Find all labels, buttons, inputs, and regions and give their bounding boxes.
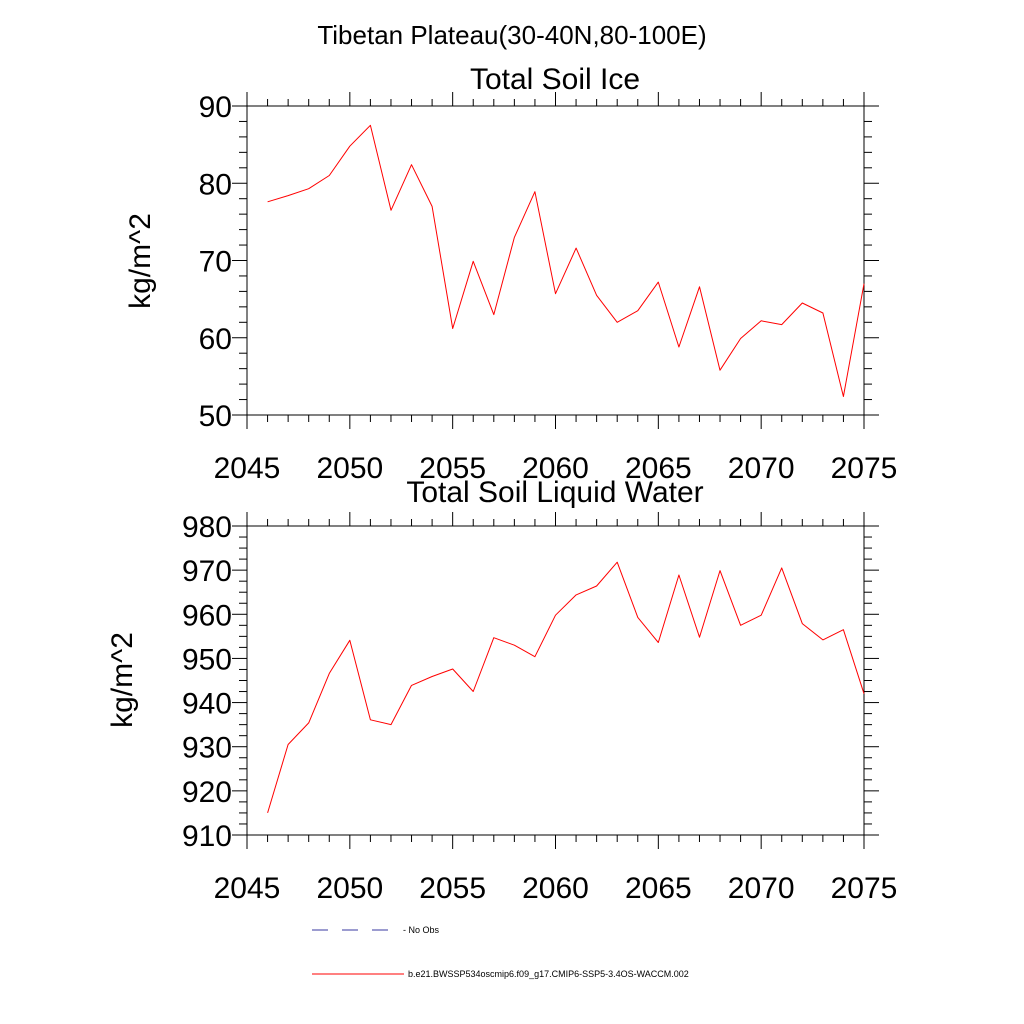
- soil-ice-title: Total Soil Ice: [470, 63, 640, 96]
- soil-ice-x-tick-label: 2065: [625, 452, 692, 485]
- soil-ice-y-tick-label: 90: [199, 91, 232, 124]
- soil-liquid-y-tick-label: 910: [182, 820, 232, 853]
- soil-ice-y-tick-label: 60: [199, 323, 232, 356]
- soil-ice-y-tick-label: 70: [199, 246, 232, 279]
- soil-liquid-plot-frame: [246, 525, 865, 836]
- soil-liquid-y-tick-label: 920: [182, 776, 232, 809]
- soil-liquid-y-tick-label: 930: [182, 732, 232, 765]
- soil-ice-x-tick-label: 2060: [522, 452, 589, 485]
- soil-liquid-y-tick-label: 950: [182, 643, 232, 676]
- soil-liquid-x-tick-label: 2045: [214, 872, 281, 905]
- soil-ice-x-tick-label: 2055: [419, 452, 486, 485]
- soil-liquid-x-tick-label: 2065: [625, 872, 692, 905]
- soil-liquid-x-tick-label: 2075: [831, 872, 898, 905]
- soil-liquid-x-tick-label: 2050: [316, 872, 383, 905]
- soil-liquid-x-tick-label: 2070: [728, 872, 795, 905]
- soil-ice-y-tick-label: 50: [199, 400, 232, 433]
- figure-title: Tibetan Plateau(30-40N,80-100E): [317, 20, 706, 50]
- soil-liquid-y-tick-label: 940: [182, 688, 232, 721]
- soil-liquid-x-tick-label: 2060: [522, 872, 589, 905]
- soil-ice-x-tick-label: 2075: [831, 452, 898, 485]
- soil-ice-panel: Total Soil Ice kg/m^2 2045 2050 2055 2060 20…: [124, 63, 897, 485]
- soil-ice-y-tick-label: 80: [199, 168, 232, 201]
- legend: - No Obs b.e21.BWSSP534oscmip6.f09_g17.C…: [312, 925, 689, 979]
- soil-ice-x-tick-label: 2050: [316, 452, 383, 485]
- soil-liquid-y-tick-label: 960: [182, 599, 232, 632]
- soil-ice-series-line: [267, 124, 865, 397]
- soil-ice-x-tick-label: 2045: [214, 452, 281, 485]
- soil-liquid-panel: Total Soil Liquid Water kg/m^2 2045 2050 2…: [106, 476, 897, 905]
- soil-ice-plot-frame: [246, 105, 865, 416]
- soil-liquid-series: [267, 561, 865, 814]
- soil-liquid-y-axis-label: kg/m^2: [106, 632, 139, 728]
- legend-model-label: b.e21.BWSSP534oscmip6.f09_g17.CMIP6-SSP5…: [408, 969, 689, 979]
- soil-ice-x-tick-label: 2070: [728, 452, 795, 485]
- soil-liquid-x-tick-label: 2055: [419, 872, 486, 905]
- soil-ice-axes: 2045 2050 2055 2060 2065 2070 2075 50 60 70 80 90: [199, 91, 898, 485]
- soil-liquid-axes: 2045 2050 2055 2060 2065 2070 2075 910 920 930 940…: [182, 511, 897, 905]
- soil-liquid-title: Total Soil Liquid Water: [406, 476, 703, 509]
- soil-liquid-series-line: [267, 561, 865, 814]
- soil-ice-series: [267, 124, 865, 397]
- soil-ice-y-axis-label: kg/m^2: [124, 213, 157, 309]
- soil-liquid-y-tick-label: 970: [182, 555, 232, 588]
- legend-no-obs-label: - No Obs: [403, 925, 440, 935]
- soil-liquid-y-tick-label: 980: [182, 511, 232, 544]
